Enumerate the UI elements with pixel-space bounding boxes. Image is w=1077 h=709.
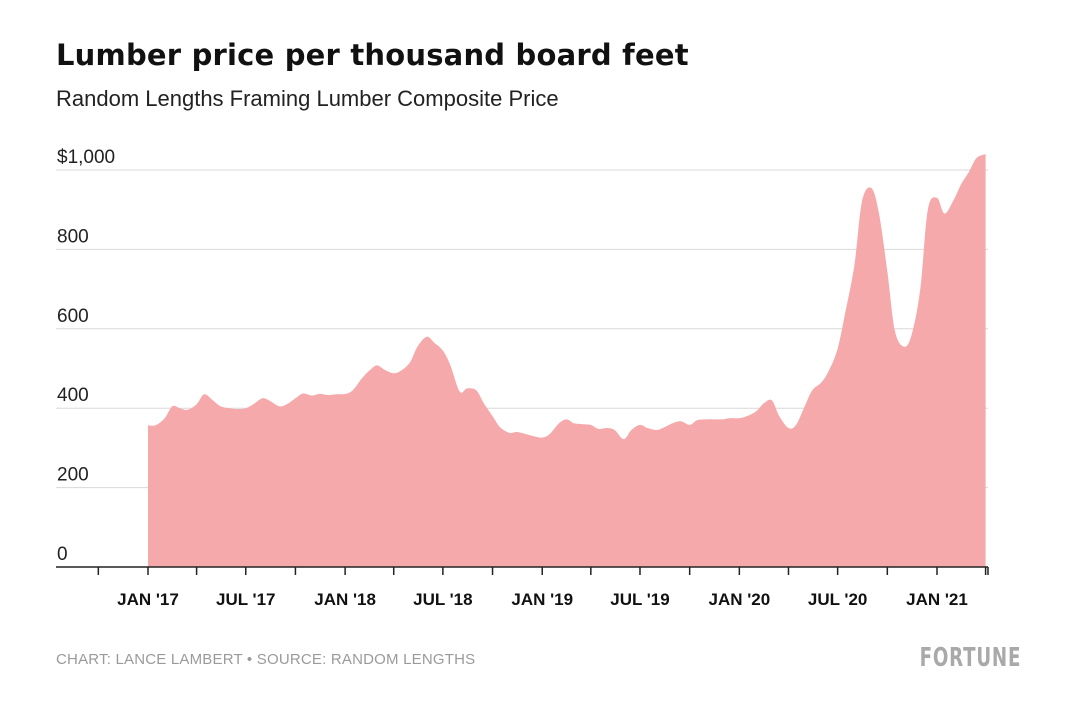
- x-tick-label: JAN '19: [511, 590, 573, 609]
- y-tick-label: 0: [57, 544, 68, 565]
- x-tick-label: JUL '18: [413, 590, 472, 609]
- y-tick-label: 200: [57, 465, 89, 486]
- y-tick-label: $1,000: [57, 147, 115, 168]
- axis-layer: 0 200 400 600 800 $1,000 JAN '17 JUL '17 JAN '18…: [56, 147, 989, 609]
- y-tick-label: 800: [57, 226, 89, 247]
- x-tick-label: JAN '20: [709, 590, 771, 609]
- y-tick-label: 600: [57, 306, 89, 327]
- x-tick-label: JAN '17: [117, 590, 179, 609]
- chart-title: Lumber price per thousand board feet: [56, 38, 689, 72]
- x-tick-label: JUL '17: [216, 590, 275, 609]
- y-tick-label: 400: [57, 385, 89, 406]
- x-tick-label: JAN '18: [314, 590, 376, 609]
- chart-subtitle: Random Lengths Framing Lumber Composite …: [56, 86, 559, 111]
- area-layer: [148, 154, 986, 567]
- x-tick-label: JAN '21: [906, 590, 968, 609]
- x-tick-label: JUL '20: [808, 590, 867, 609]
- fortune-logo: FORTUNE: [919, 643, 1021, 673]
- chart-credit: CHART: LANCE LAMBERT • SOURCE: RANDOM LE…: [56, 651, 476, 668]
- x-tick-label: JUL '19: [610, 590, 669, 609]
- price-area: [148, 154, 986, 567]
